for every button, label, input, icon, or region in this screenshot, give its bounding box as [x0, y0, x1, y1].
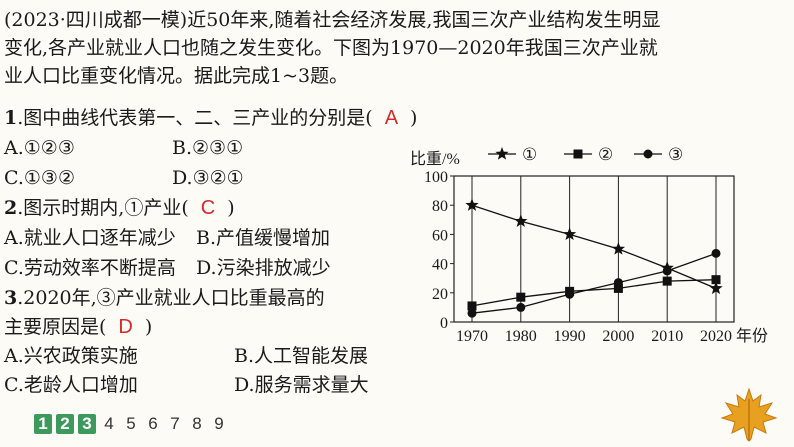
question-1-number: 1 [4, 107, 18, 129]
page-item-1[interactable]: 1 [34, 414, 52, 434]
series-2-point-2020 [711, 275, 721, 285]
x-axis-label: 年份 [736, 327, 768, 345]
y-tick-label-80: 80 [432, 198, 448, 215]
question-2-answer: C [200, 197, 216, 219]
series-2-point-2000 [613, 283, 623, 293]
series-1-point-1970 [465, 198, 479, 211]
legend-label-1: ① [522, 145, 537, 164]
series-3-point-1980 [516, 302, 526, 312]
x-tick-label-2010: 2010 [651, 328, 683, 345]
series-line-1 [471, 204, 717, 289]
intro-line-1: (2023·四川成都一模)近50年来,随着社会经济发展,我国三次产业结构发生明显 [4, 9, 661, 31]
intro-line-3: 业人口比重变化情况。据此完成1~3题。 [4, 65, 349, 87]
series-2-point-1970 [467, 301, 477, 311]
x-tick-label-1970: 1970 [456, 328, 488, 345]
legend-marker-2 [573, 149, 583, 159]
q3-option-c[interactable]: C.老龄人口增加 [4, 374, 138, 396]
series-line-2 [471, 279, 717, 307]
page-item-6[interactable]: 6 [148, 414, 158, 433]
q3-option-d[interactable]: D.服务需求量大 [234, 374, 369, 396]
series-1-point-2020 [709, 281, 723, 295]
question-3-line-2: 主要原因是( D) [4, 315, 152, 339]
q1-option-a[interactable]: A.①②③ [4, 137, 75, 159]
plot-frame [453, 175, 735, 323]
question-3-close: ) [144, 316, 153, 338]
x-tick-label-2020: 2020 [700, 328, 732, 345]
q2-option-a[interactable]: A.就业人口逐年减少 [4, 227, 176, 249]
y-tick-label-100: 100 [424, 169, 448, 186]
series-3-point-2010 [662, 266, 672, 276]
series-line-3 [471, 252, 717, 314]
y-axis-label: 比重/% [410, 150, 460, 168]
page-item-4[interactable]: 4 [104, 414, 114, 433]
question-2-text: .图示时期内,①产业( [17, 197, 189, 219]
legend-marker-3 [643, 149, 653, 159]
q1-option-c[interactable]: C.①③② [4, 167, 75, 189]
question-3: 3.2020年,③产业就业人口比重最高的 [4, 286, 325, 310]
page-item-7[interactable]: 7 [170, 414, 180, 433]
y-tick-label-40: 40 [432, 257, 448, 274]
question-3-number: 3 [4, 287, 18, 309]
legend-label-3: ③ [668, 145, 683, 164]
question-1-text: .图中曲线代表第一、二、三产业的分别是( [17, 107, 373, 129]
series-3-point-1970 [467, 308, 477, 318]
page-item-5[interactable]: 5 [126, 414, 136, 433]
q1-option-d[interactable]: D.③②① [172, 167, 244, 189]
question-1: 1.图中曲线代表第一、二、三产业的分别是( A) [4, 106, 417, 130]
page-item-9[interactable]: 9 [214, 414, 224, 433]
series-1-point-1990 [562, 227, 577, 241]
q2-option-b[interactable]: B.产值缓慢增加 [196, 227, 331, 249]
series-1-point-1980 [514, 214, 528, 227]
question-3-answer: D [118, 316, 133, 338]
series-3-point-2000 [613, 278, 623, 288]
x-tick-label-1990: 1990 [554, 328, 586, 345]
q3-option-b[interactable]: B.人工智能发展 [234, 345, 369, 367]
question-2-close: ) [227, 197, 235, 219]
y-tick-label-0: 0 [440, 315, 448, 332]
question-2: 2.图示时期内,①产业( C) [4, 196, 235, 220]
page-item-2[interactable]: 2 [56, 414, 74, 434]
q2-option-d[interactable]: D.污染排放减少 [196, 257, 331, 279]
y-tick-label-60: 60 [432, 227, 448, 244]
x-tick-label-2000: 2000 [602, 328, 634, 345]
page-item-3[interactable]: 3 [78, 414, 96, 434]
series-2-point-2010 [662, 276, 672, 286]
question-3-text: .2020年,③产业就业人口比重最高的 [17, 287, 325, 309]
series-3-point-1990 [565, 289, 575, 299]
series-3-point-2020 [711, 248, 721, 258]
q3-option-a[interactable]: A.兴农政策实施 [4, 345, 138, 367]
series-1-point-2000 [611, 242, 626, 255]
employment-share-chart: 0 20 40 60 80 100 1970 1980 1990 2000 2010 2020 比重/%… [410, 145, 768, 345]
maple-leaf-icon [720, 387, 778, 442]
y-tick-label-20: 20 [432, 286, 448, 303]
question-3-text-2: 主要原因是( [4, 316, 107, 338]
question-1-answer: A [384, 107, 399, 129]
question-2-number: 2 [4, 197, 18, 219]
x-tick-label-1980: 1980 [505, 328, 537, 345]
page-item-8[interactable]: 8 [192, 414, 202, 433]
series-2-point-1980 [516, 292, 526, 302]
q1-option-b[interactable]: B.②③① [172, 137, 244, 159]
legend-label-2: ② [598, 145, 613, 164]
question-1-close: ) [410, 107, 418, 129]
intro-line-2: 变化,各产业就业人口也随之发生变化。下图为1970—2020年我国三次产业就 [4, 37, 658, 59]
legend-marker-1 [495, 147, 509, 160]
q2-option-c[interactable]: C.劳动效率不断提高 [4, 257, 176, 279]
